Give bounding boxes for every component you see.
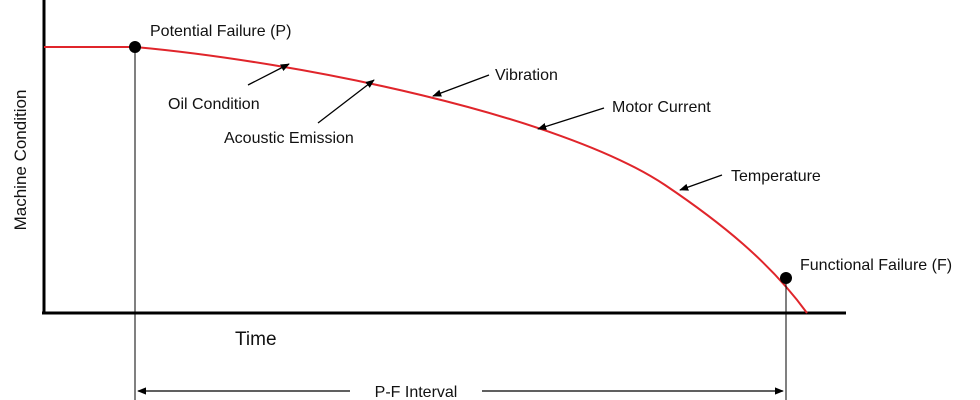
indicator-acoustic-emission-label: Acoustic Emission: [224, 130, 354, 147]
indicator-motor-current-label: Motor Current: [612, 99, 711, 116]
condition-curve: [44, 46, 808, 314]
motor-current-arrow: [537, 107, 605, 130]
indicator-oil-condition-label: Oil Condition: [168, 96, 260, 113]
functional-failure-label: Functional Failure (F): [800, 257, 952, 274]
temperature-arrow: [679, 174, 723, 191]
pf-interval-label: P-F Interval: [375, 384, 458, 400]
potential-failure-point: [129, 41, 141, 53]
potential-failure-label: Potential Failure (P): [150, 23, 291, 40]
vibration-arrow: [432, 74, 490, 97]
x-axis-label: Time: [235, 329, 277, 350]
acoustic-emission-arrow: [317, 79, 375, 124]
indicator-temperature-label: Temperature: [731, 168, 821, 185]
y-axis-label: Machine Condition: [11, 90, 30, 231]
oil-condition-arrow: [247, 63, 290, 86]
indicator-vibration-label: Vibration: [495, 67, 558, 84]
functional-failure-point: [780, 272, 792, 284]
